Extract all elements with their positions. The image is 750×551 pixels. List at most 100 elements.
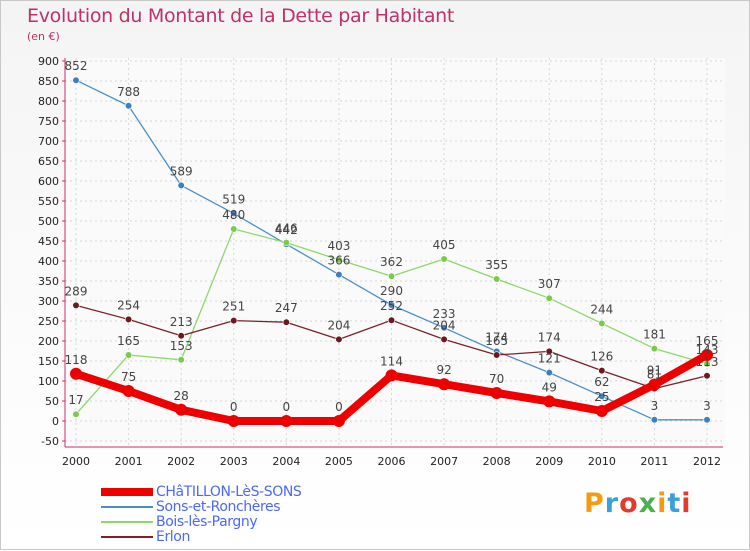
data-label: 165 bbox=[117, 334, 140, 348]
y-tick-label: 250 bbox=[38, 315, 59, 328]
data-point bbox=[650, 416, 659, 424]
data-label: 233 bbox=[433, 307, 456, 321]
data-label: 0 bbox=[230, 400, 238, 414]
data-label: 362 bbox=[380, 255, 403, 269]
data-point bbox=[703, 372, 711, 380]
data-label: 174 bbox=[538, 330, 561, 344]
plot-area bbox=[65, 58, 725, 444]
y-tick-label: 500 bbox=[38, 215, 59, 228]
legend-swatch bbox=[101, 488, 153, 496]
data-label: 143 bbox=[696, 343, 719, 357]
y-tick-label: 800 bbox=[38, 95, 59, 108]
legend-label: Bois-lès-Pargny bbox=[156, 514, 258, 530]
logo-letter: t bbox=[667, 488, 682, 519]
data-point bbox=[230, 225, 238, 233]
x-tick-label: 2003 bbox=[220, 455, 248, 468]
data-label: 788 bbox=[117, 85, 140, 99]
data-point bbox=[440, 335, 448, 344]
data-label: 153 bbox=[170, 339, 193, 353]
data-label: 247 bbox=[275, 301, 298, 315]
data-label: 121 bbox=[538, 352, 561, 366]
data-point bbox=[598, 319, 606, 328]
data-label: 181 bbox=[643, 328, 666, 342]
data-point bbox=[545, 294, 553, 302]
x-tick-label: 2001 bbox=[115, 455, 143, 468]
data-label: 0 bbox=[335, 400, 343, 414]
y-tick-label: 50 bbox=[45, 395, 59, 408]
data-label: 289 bbox=[65, 284, 88, 298]
data-point bbox=[650, 345, 659, 353]
y-tick-label: 650 bbox=[38, 155, 59, 168]
x-tick-label: 2000 bbox=[62, 455, 90, 468]
data-point bbox=[701, 349, 713, 361]
data-label: 254 bbox=[117, 298, 140, 312]
data-label: 213 bbox=[170, 315, 193, 329]
y-tick-label: 0 bbox=[52, 415, 59, 428]
data-point bbox=[72, 410, 80, 418]
data-label: 480 bbox=[222, 208, 245, 222]
x-tick-label: 2008 bbox=[483, 455, 511, 468]
data-point bbox=[177, 356, 185, 364]
data-point bbox=[72, 76, 80, 84]
data-point bbox=[177, 181, 185, 189]
data-label: 17 bbox=[68, 393, 83, 407]
x-tick-label: 2002 bbox=[167, 455, 195, 468]
data-point bbox=[385, 369, 398, 382]
data-point bbox=[598, 392, 606, 400]
data-label: 0 bbox=[283, 400, 291, 414]
x-tick-label: 2012 bbox=[693, 455, 721, 468]
data-label: 204 bbox=[327, 318, 350, 332]
x-tick-label: 2010 bbox=[588, 455, 616, 468]
y-tick-label: 900 bbox=[38, 55, 59, 68]
x-tick-label: 2007 bbox=[430, 455, 458, 468]
data-point bbox=[70, 367, 82, 380]
data-point bbox=[703, 416, 711, 424]
logo-letter: x bbox=[638, 488, 658, 519]
data-label: 118 bbox=[65, 353, 88, 367]
data-label: 307 bbox=[538, 277, 561, 291]
data-label: 165 bbox=[485, 334, 508, 348]
data-label: 165 bbox=[696, 334, 719, 348]
logo-letter: P bbox=[584, 488, 605, 519]
data-label: 204 bbox=[433, 318, 456, 332]
data-point bbox=[72, 301, 80, 310]
data-point bbox=[648, 378, 661, 391]
y-tick-label: 300 bbox=[38, 295, 59, 308]
data-point bbox=[175, 403, 188, 416]
data-point bbox=[543, 395, 556, 408]
data-point bbox=[440, 324, 448, 332]
legend-swatch bbox=[101, 521, 153, 523]
x-tick-label: 2006 bbox=[378, 455, 406, 468]
data-point bbox=[545, 347, 553, 356]
legend-swatch bbox=[101, 506, 153, 508]
data-label: 3 bbox=[651, 399, 659, 413]
data-point bbox=[177, 332, 185, 340]
data-point bbox=[545, 369, 553, 377]
data-point bbox=[335, 335, 343, 344]
data-point bbox=[595, 405, 608, 417]
data-label: 114 bbox=[380, 354, 403, 368]
data-label: 81 bbox=[647, 368, 662, 382]
data-point bbox=[230, 209, 238, 217]
y-tick-label: 600 bbox=[38, 175, 59, 188]
data-point bbox=[282, 318, 290, 326]
data-point bbox=[280, 415, 293, 427]
data-point bbox=[598, 367, 606, 375]
logo-letter: i bbox=[657, 488, 668, 519]
data-label: 446 bbox=[275, 222, 298, 236]
data-label: 92 bbox=[436, 363, 451, 377]
y-tick-label: 400 bbox=[38, 255, 59, 268]
data-label: 355 bbox=[485, 258, 508, 272]
data-label: 113 bbox=[696, 355, 719, 369]
y-tick-label: 150 bbox=[38, 355, 59, 368]
data-label: 49 bbox=[542, 380, 557, 394]
y-tick-label: 750 bbox=[38, 115, 59, 128]
logo-letter: o bbox=[619, 488, 639, 519]
data-label: 62 bbox=[594, 375, 609, 389]
data-label: 519 bbox=[222, 192, 245, 206]
data-point bbox=[124, 102, 133, 110]
data-label: 290 bbox=[380, 284, 403, 298]
data-point bbox=[335, 256, 343, 264]
legend-label: Erlon bbox=[156, 529, 190, 545]
data-point bbox=[490, 387, 503, 399]
